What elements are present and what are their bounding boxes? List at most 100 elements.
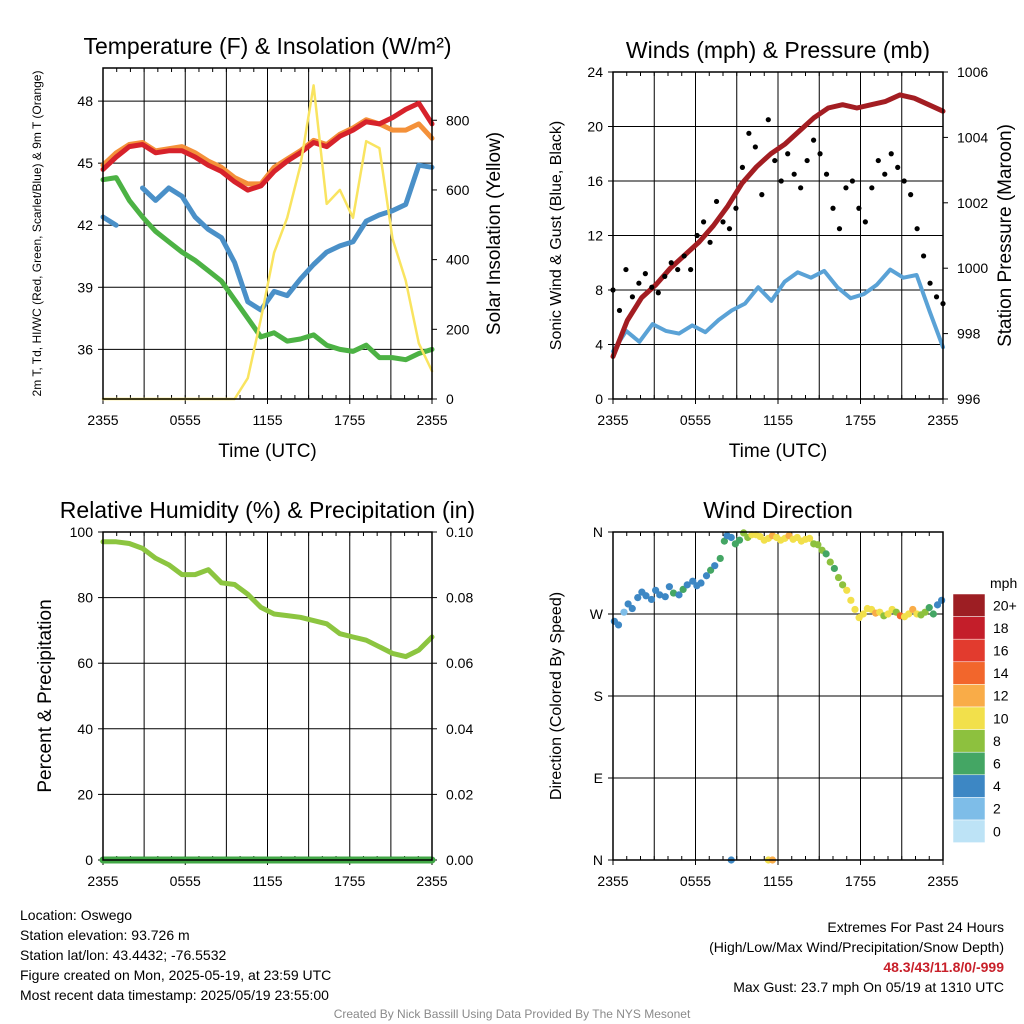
legend-label: 20+ <box>993 597 1017 613</box>
direction-point <box>921 608 929 616</box>
direction-point <box>656 591 664 599</box>
chart-title: Wind Direction <box>703 497 853 523</box>
direction-point <box>642 592 650 600</box>
series-dewpoint-line <box>100 175 435 363</box>
y-axis-label: 2m T, Td, HI/WC (Red, Green, Scarlet/Blu… <box>30 71 44 397</box>
y-tick-label: W <box>590 606 604 622</box>
y-tick-label: 8 <box>595 282 603 298</box>
direction-point <box>669 589 678 597</box>
gust-point <box>752 144 758 150</box>
y-tick-label: 4 <box>595 337 603 353</box>
y-tick-label: 24 <box>587 64 603 80</box>
x-tick-label: 0555 <box>680 873 711 889</box>
station-latlon: Station lat/lon: 43.4432; -76.5532 <box>20 947 227 963</box>
gust-point <box>849 178 856 184</box>
y-tick-label: 36 <box>77 341 93 357</box>
gust-point <box>726 226 733 232</box>
direction-point <box>847 596 855 604</box>
y-right-tick-label: 0.04 <box>446 721 473 737</box>
gust-point <box>642 271 648 277</box>
direction-point <box>727 533 735 542</box>
y-right-tick-label: 0 <box>446 391 454 407</box>
gust-point <box>681 253 687 259</box>
x-tick-label: 2355 <box>416 873 447 889</box>
y-right-tick-label: 0.06 <box>446 655 473 671</box>
series-humidity-line <box>100 539 435 660</box>
y-tick-label: N <box>593 852 603 868</box>
extremes-info: Extremes For Past 24 Hours (High/Low/Max… <box>709 917 1004 997</box>
direction-point <box>839 581 847 589</box>
gust-point <box>914 226 920 232</box>
direction-point <box>661 593 669 601</box>
gust-point <box>843 185 849 191</box>
y-tick-label: 48 <box>77 93 93 109</box>
direction-point <box>697 579 705 587</box>
legend-swatch <box>952 638 986 663</box>
x-tick-label: 2355 <box>87 412 118 428</box>
x-tick-label: 2355 <box>927 412 958 428</box>
direction-point <box>806 534 814 542</box>
direction-point <box>679 585 687 594</box>
gust-point <box>869 185 875 191</box>
direction-point <box>822 550 830 558</box>
figure-created: Figure created on Mon, 2025-05-19, at 23… <box>20 967 332 983</box>
y-tick-label: 0 <box>85 852 93 868</box>
y-tick-label: N <box>593 524 603 540</box>
gust-point <box>933 294 940 300</box>
direction-point <box>634 594 642 602</box>
gust-point <box>713 198 720 205</box>
direction-point <box>707 566 715 574</box>
x-tick-label: 0555 <box>680 412 711 428</box>
gust-point <box>655 290 661 296</box>
legend-label: 12 <box>993 688 1009 704</box>
direction-point <box>830 564 838 573</box>
direction-point <box>938 596 946 604</box>
gust-point <box>895 164 901 170</box>
direction-point <box>884 610 892 618</box>
legend-label: 10 <box>993 710 1009 726</box>
y-right-axis-label: Solar Insolation (Yellow) <box>484 132 505 335</box>
gust-point <box>739 164 746 170</box>
x-tick-label: 1755 <box>334 412 365 428</box>
legend-swatch <box>952 706 986 730</box>
gust-point <box>675 266 681 273</box>
y-tick-label: 16 <box>587 173 603 189</box>
direction-point <box>711 562 719 570</box>
y-tick-label: 12 <box>587 228 603 244</box>
legend-swatch <box>952 819 986 843</box>
series-pressure-line <box>610 92 946 359</box>
legend-swatch <box>952 797 986 821</box>
y-right-axis-label: Station Pressure (Maroon) <box>995 124 1016 347</box>
y-axis-label: Direction (Colored By Speed) <box>548 592 565 800</box>
x-tick-label: 2355 <box>597 412 628 428</box>
y-tick-label: 20 <box>587 119 603 135</box>
gust-point <box>629 294 636 300</box>
y-tick-label: 100 <box>70 524 94 540</box>
y-right-tick-label: 1002 <box>957 195 988 211</box>
direction-point <box>720 537 728 545</box>
x-tick-label: 1155 <box>252 873 282 889</box>
temperature-insolation-panel: 36 39 42 45 48 0 200 400 600 800 2355 0555 1155 1755 2… <box>30 33 505 462</box>
y-right-tick-label: 1000 <box>957 260 988 276</box>
gust-point <box>765 117 771 123</box>
chart-title: Relative Humidity (%) & Precipitation (i… <box>60 497 475 523</box>
direction-point <box>620 608 628 616</box>
x-tick-label: 2355 <box>87 873 118 889</box>
gust-point <box>901 178 907 184</box>
direction-point <box>843 586 851 594</box>
direction-point <box>624 600 632 608</box>
gust-point <box>882 171 888 177</box>
gust-point <box>746 130 752 136</box>
station-elevation: Station elevation: 93.726 m <box>20 927 190 943</box>
legend-swatch <box>952 661 986 685</box>
gust-point <box>733 205 739 211</box>
gust-point <box>662 273 668 279</box>
direction-point <box>814 541 822 549</box>
gust-point <box>623 266 629 273</box>
y-right-tick-label: 0.10 <box>446 524 473 540</box>
legend-swatch <box>952 684 986 708</box>
y-tick-label: 60 <box>77 655 93 671</box>
y-tick-label: 42 <box>77 217 93 233</box>
station-location: Location: Oswego <box>20 907 133 923</box>
